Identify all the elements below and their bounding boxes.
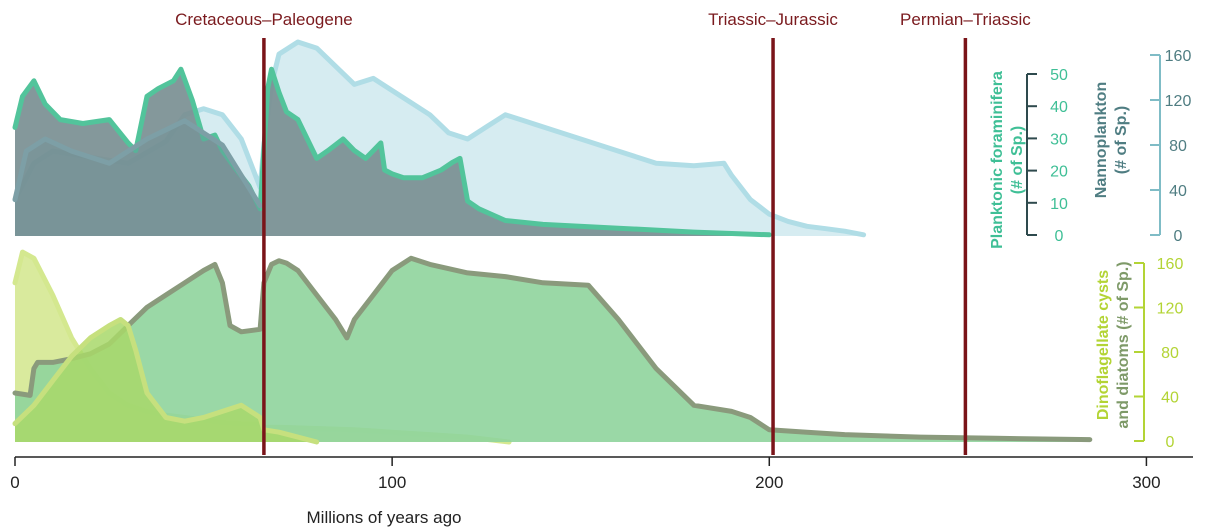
foraminifera-tick-label-5: 50 [1050, 67, 1068, 84]
nannoplankton-axis-title-0: Nannoplankton [1093, 82, 1110, 198]
dino_diatoms-tick-label-0: 0 [1166, 434, 1175, 451]
foraminifera-tick-label-4: 40 [1050, 99, 1068, 116]
x-tick-label-1: 100 [378, 473, 406, 492]
foraminifera-tick-label-3: 30 [1050, 131, 1068, 148]
dino_diatoms-tick-label-1: 40 [1161, 390, 1179, 407]
x-tick-label-3: 300 [1132, 473, 1160, 492]
dino_diatoms-tick-label-4: 160 [1157, 256, 1184, 273]
event-label-2: Permian–Triassic [900, 10, 1031, 29]
x-axis: 0 100 200 300 [10, 456, 1193, 492]
series-line-2 [12, 118, 263, 209]
series-area-2 [15, 120, 261, 236]
nannoplankton-tick-label-2: 80 [1169, 138, 1187, 155]
event-layer: Cretaceous–Paleogene Triassic–Jurassic Per… [175, 10, 1031, 455]
nannoplankton-tick-label-3: 120 [1165, 93, 1192, 110]
nannoplankton-axis-title-1: (# of Sp.) [1113, 106, 1130, 174]
series-area-5 [15, 319, 317, 442]
dino_diatoms-tick-label-3: 120 [1157, 301, 1184, 318]
foraminifera-tick-label-1: 10 [1050, 196, 1068, 213]
foraminifera-axis-title-1: (# of Sp.) [1009, 126, 1026, 194]
dino_diatoms-axis-title-1: and diatoms (# of Sp.) [1115, 261, 1132, 428]
series-line-5 [12, 317, 320, 445]
dino_diatoms-axis-title-0: Dinoflagellate cysts [1095, 270, 1112, 420]
nannoplankton-tick-label-4: 160 [1165, 48, 1192, 65]
series-area-1 [15, 69, 770, 236]
dino_diatoms-tick-label-2: 80 [1161, 345, 1179, 362]
nannoplankton-tick-label-0: 0 [1174, 228, 1183, 245]
foraminifera-tick-label-2: 20 [1050, 164, 1068, 181]
event-label-1: Triassic–Jurassic [708, 10, 838, 29]
series-area-4 [15, 258, 1090, 442]
series-layer [12, 39, 1093, 445]
event-label-0: Cretaceous–Paleogene [175, 10, 353, 29]
nannoplankton-tick-label-1: 40 [1169, 183, 1187, 200]
foraminifera-axis-title-0: Planktonic foraminifera [989, 71, 1006, 249]
x-axis-title: Millions of years ago [307, 508, 462, 527]
x-tick-label-2: 200 [755, 473, 783, 492]
x-tick-label-0: 0 [10, 473, 19, 492]
foraminifera-tick-label-0: 0 [1055, 228, 1064, 245]
